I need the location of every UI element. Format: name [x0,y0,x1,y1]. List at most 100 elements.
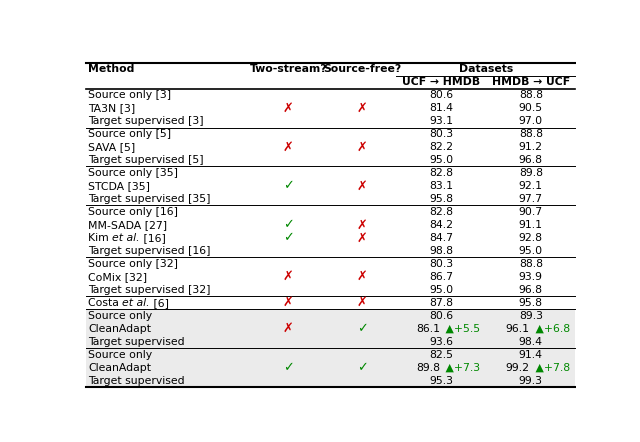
Text: Target supervised [3]: Target supervised [3] [88,116,204,126]
Text: ✓: ✓ [357,361,367,374]
Text: 99.2: 99.2 [506,363,530,373]
Text: Datasets: Datasets [459,64,513,74]
Text: ✗: ✗ [357,296,367,309]
Text: 95.3: 95.3 [429,376,453,386]
Text: ✗: ✗ [357,179,367,192]
Text: ✗: ✗ [283,296,294,309]
Text: HMDB → UCF: HMDB → UCF [492,77,570,87]
Text: 82.8: 82.8 [429,168,453,178]
Text: ▲+7.3: ▲+7.3 [442,363,480,373]
Text: Target supervised [5]: Target supervised [5] [88,155,204,165]
Text: MM-SADA [27]: MM-SADA [27] [88,220,167,230]
Text: 80.6: 80.6 [429,311,453,321]
Text: 93.9: 93.9 [519,272,543,282]
Text: 90.7: 90.7 [519,207,543,217]
Text: 87.8: 87.8 [429,298,453,308]
Text: 86.1: 86.1 [416,324,440,334]
Text: 80.6: 80.6 [429,90,453,100]
Text: 96.1: 96.1 [506,324,530,334]
Text: 98.4: 98.4 [519,337,543,347]
Text: 92.1: 92.1 [519,181,543,191]
Text: 97.0: 97.0 [519,116,543,126]
Text: 89.8: 89.8 [416,363,440,373]
Text: 99.3: 99.3 [519,376,543,386]
Text: 95.0: 95.0 [429,155,453,165]
Text: ✓: ✓ [283,232,294,244]
Text: Target supervised: Target supervised [88,337,184,347]
Text: UCF → HMDB: UCF → HMDB [402,77,480,87]
Text: 96.8: 96.8 [519,155,543,165]
Text: [6]: [6] [150,298,169,308]
Text: 95.0: 95.0 [519,246,543,256]
Text: 95.8: 95.8 [519,298,543,308]
Text: ▲+6.8: ▲+6.8 [532,324,570,334]
Text: 83.1: 83.1 [429,181,453,191]
Text: Target supervised: Target supervised [88,376,184,386]
Bar [86,348,575,387]
Text: STCDA [35]: STCDA [35] [88,181,150,191]
Text: ✓: ✓ [283,179,294,192]
Text: 88.8: 88.8 [519,90,543,100]
Text: 91.2: 91.2 [519,142,543,152]
Text: ✗: ✗ [357,218,367,232]
Text: Costa: Costa [88,298,122,308]
Text: ✗: ✗ [283,141,294,153]
Text: Source only [3]: Source only [3] [88,90,171,100]
Text: 92.8: 92.8 [519,233,543,243]
Text: Source only [5]: Source only [5] [88,129,171,139]
Text: ✗: ✗ [357,141,367,153]
Text: TA3N [3]: TA3N [3] [88,103,135,113]
Text: 84.2: 84.2 [429,220,453,230]
Text: Source-free?: Source-free? [323,64,401,74]
Text: 90.5: 90.5 [519,103,543,113]
Text: et al.: et al. [122,298,150,308]
Bar [86,309,575,348]
Text: 93.6: 93.6 [429,337,453,347]
Text: 80.3: 80.3 [429,259,453,269]
Text: SAVA [5]: SAVA [5] [88,142,135,152]
Text: Target supervised [16]: Target supervised [16] [88,246,211,256]
Text: Method: Method [88,64,134,74]
Text: 86.7: 86.7 [429,272,453,282]
Text: Two-stream?: Two-stream? [250,64,327,74]
Text: [16]: [16] [140,233,166,243]
Text: Target supervised [32]: Target supervised [32] [88,285,211,295]
Text: Target supervised [35]: Target supervised [35] [88,194,211,204]
Text: ✓: ✓ [283,218,294,232]
Text: 81.4: 81.4 [429,103,453,113]
Text: ✗: ✗ [283,102,294,114]
Text: ▲+7.8: ▲+7.8 [532,363,570,373]
Text: ✓: ✓ [357,322,367,335]
Text: 98.8: 98.8 [429,246,453,256]
Text: 88.8: 88.8 [519,129,543,139]
Text: 96.8: 96.8 [519,285,543,295]
Text: Kim: Kim [88,233,112,243]
Text: Source only [32]: Source only [32] [88,259,178,269]
Text: ✗: ✗ [357,232,367,244]
Text: ✓: ✓ [283,361,294,374]
Text: CleanAdapt: CleanAdapt [88,363,151,373]
Text: CleanAdapt: CleanAdapt [88,324,151,334]
Text: Source only [16]: Source only [16] [88,207,178,217]
Text: 89.8: 89.8 [519,168,543,178]
Text: CoMix [32]: CoMix [32] [88,272,147,282]
Text: ✗: ✗ [357,102,367,114]
Text: et al.: et al. [112,233,140,243]
Text: 93.1: 93.1 [429,116,453,126]
Text: 95.8: 95.8 [429,194,453,204]
Text: Source only [35]: Source only [35] [88,168,178,178]
Text: ✗: ✗ [357,271,367,283]
Text: 82.8: 82.8 [429,207,453,217]
Text: ▲+5.5: ▲+5.5 [442,324,480,334]
Text: ✗: ✗ [283,271,294,283]
Text: 80.3: 80.3 [429,129,453,139]
Text: 88.8: 88.8 [519,259,543,269]
Text: 82.2: 82.2 [429,142,453,152]
Text: 97.7: 97.7 [519,194,543,204]
Text: 91.1: 91.1 [519,220,543,230]
Text: 89.3: 89.3 [519,311,543,321]
Text: 84.7: 84.7 [429,233,453,243]
Text: 91.4: 91.4 [519,350,543,360]
Text: 82.5: 82.5 [429,350,453,360]
Text: Source only: Source only [88,350,152,360]
